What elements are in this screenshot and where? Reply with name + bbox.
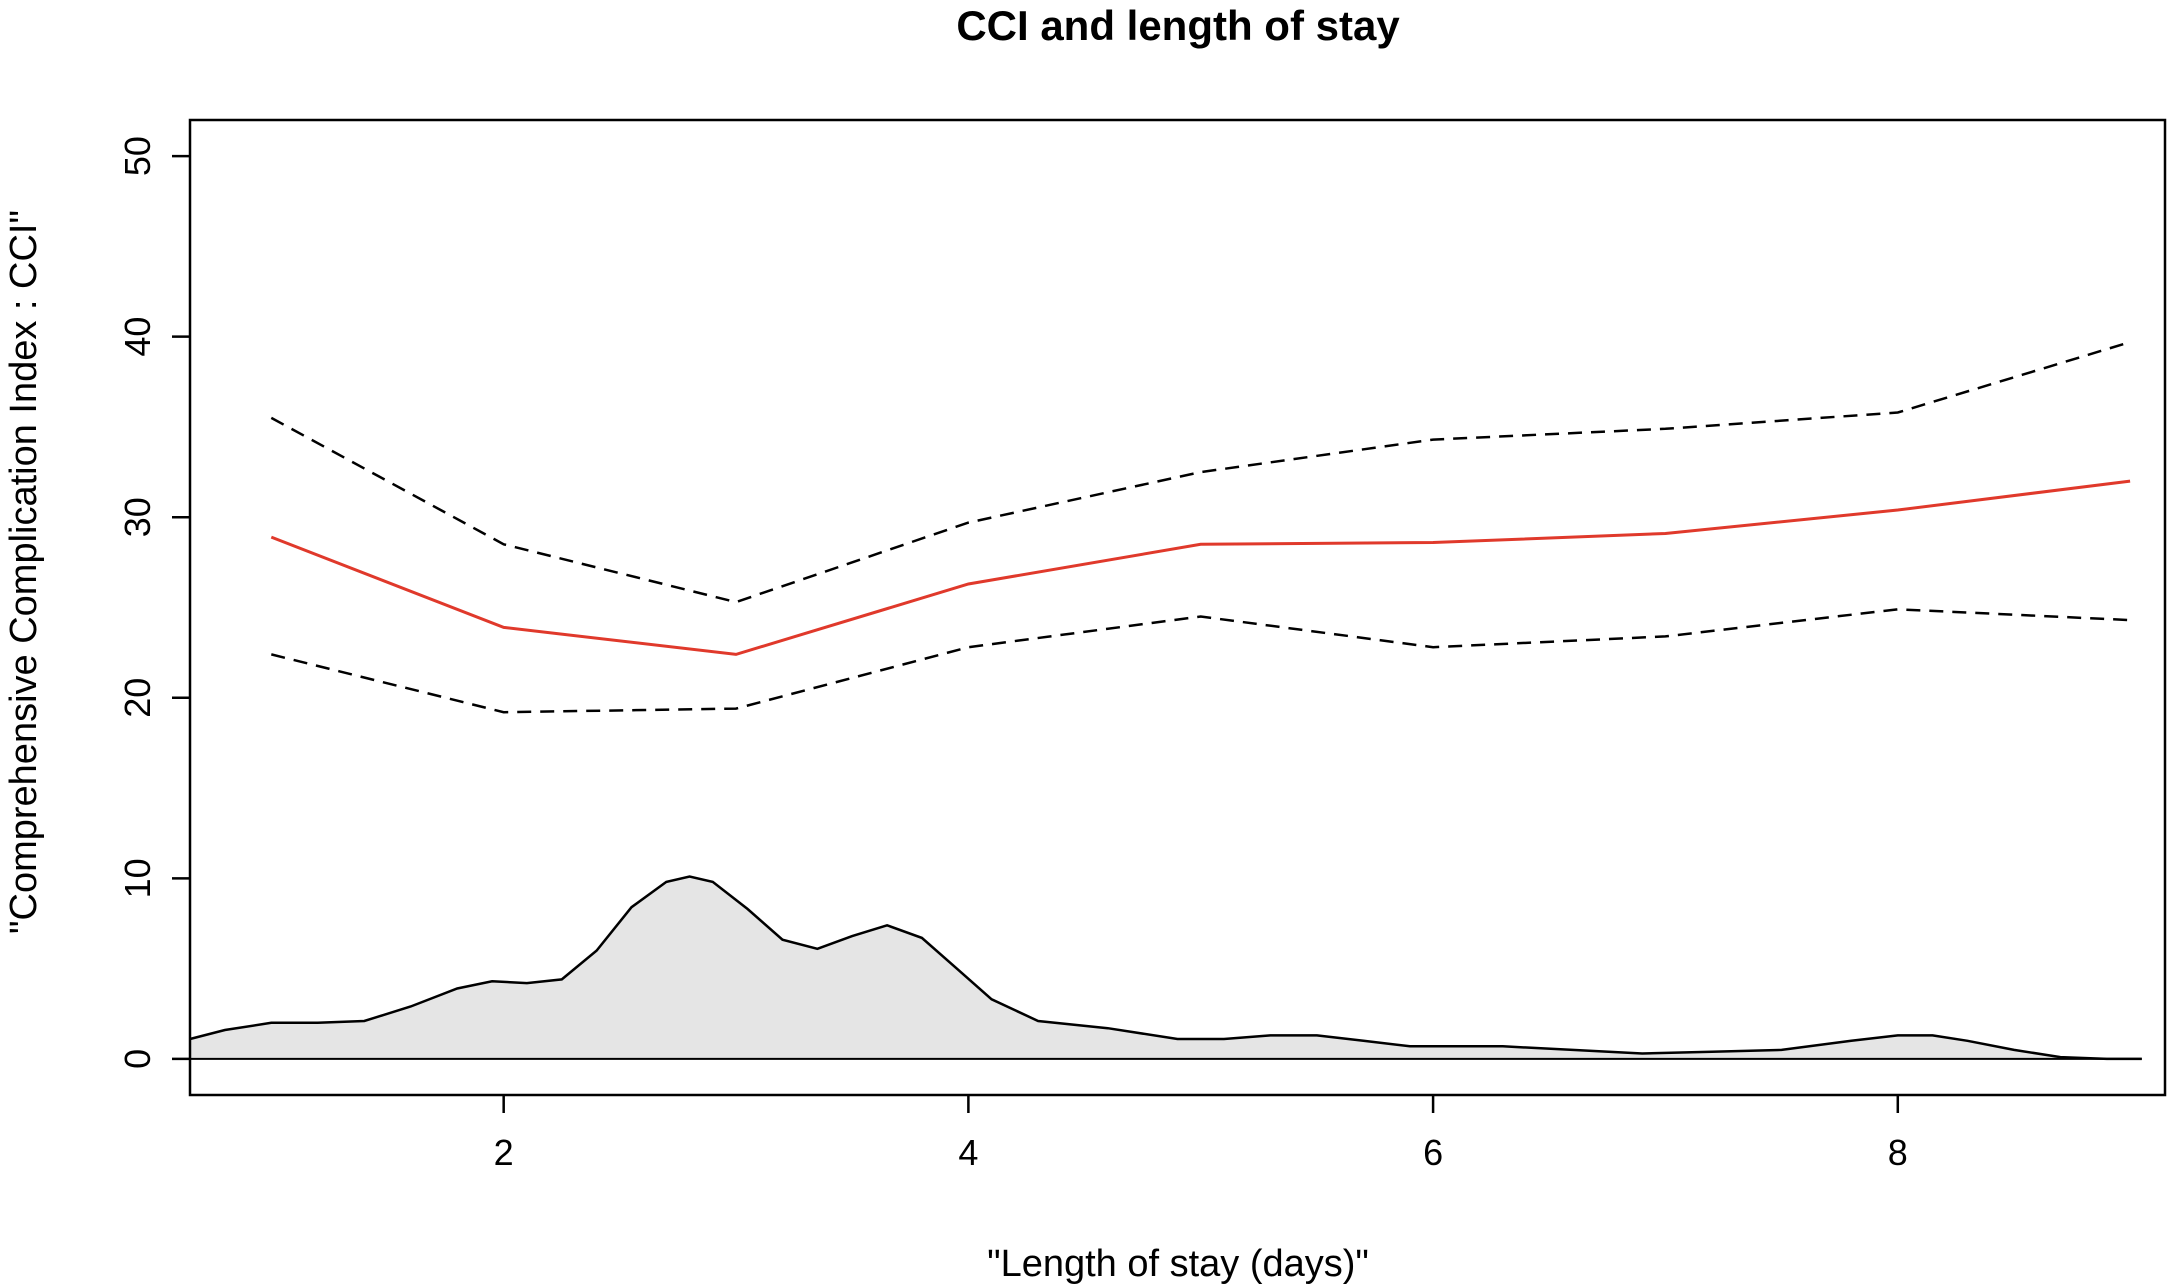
x-tick-label: 2: [494, 1132, 514, 1173]
x-tick-label: 6: [1423, 1132, 1443, 1173]
x-tick-label: 8: [1888, 1132, 1908, 1173]
series-line-estimate: [270, 479, 2131, 656]
series-line-lower: [270, 608, 2131, 714]
y-tick-label: 50: [117, 136, 158, 176]
y-tick-label: 0: [117, 1049, 158, 1069]
x-axis-label: "Length of stay (days)": [987, 1243, 1369, 1285]
y-axis-label: "Comprehensive Complication Index : CCI": [3, 210, 45, 934]
y-tick-label: 30: [117, 497, 158, 537]
y-tick-label: 10: [117, 858, 158, 898]
chart-title: CCI and length of stay: [956, 2, 1400, 49]
plot-area: 2 4 6 8 0 10 20 30 40 50: [117, 118, 2167, 1173]
y-tick-label: 40: [117, 317, 158, 357]
y-tick-label: 20: [117, 678, 158, 718]
density-area: [190, 876, 2142, 1059]
x-tick-label: 4: [958, 1132, 978, 1173]
series-line-upper: [270, 340, 2131, 604]
density-curve: [189, 875, 2142, 1061]
plot-frame: [188, 118, 2167, 1097]
